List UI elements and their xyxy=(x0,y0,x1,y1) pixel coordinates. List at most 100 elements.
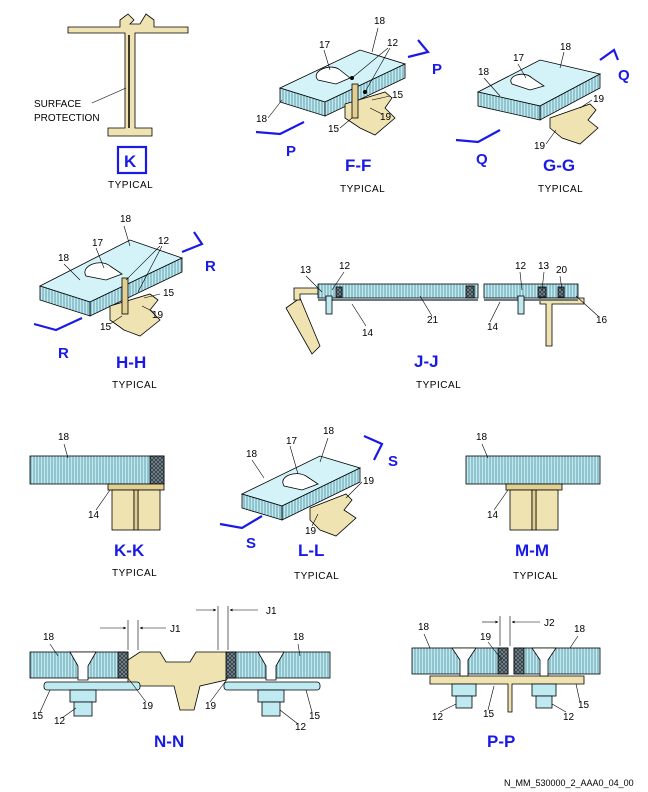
nn-dim-j1-right: J1 xyxy=(266,606,277,617)
ff-arrow-bottom xyxy=(255,121,305,136)
ff-arrow-label-bottom: P xyxy=(286,143,296,160)
hh-arrow-label-bottom: R xyxy=(58,345,69,362)
gg-arrow-top xyxy=(599,48,620,61)
ll-arrow-bottom xyxy=(219,515,263,530)
view-k: SURFACE PROTECTION K TYPICAL xyxy=(34,13,189,191)
pp-panel-right xyxy=(513,647,601,675)
ll-callout-19b: 19 xyxy=(305,526,317,537)
pp-callout-12a: 12 xyxy=(432,712,444,723)
view-ll: 18 17 18 19 19 S S L-L TYPICAL xyxy=(219,426,398,582)
ll-arrow-label-top: S xyxy=(388,453,398,470)
gg-beam xyxy=(549,103,599,145)
hh-callout-18a: 18 xyxy=(120,214,132,225)
k-label-box xyxy=(116,145,148,175)
gg-callout-18a: 18 xyxy=(560,42,572,53)
view-ff: 18 17 12 15 19 15 18 P P F-F TYPICAL xyxy=(255,16,442,195)
jj-panel-right xyxy=(483,283,585,347)
jj-callout-14b: 14 xyxy=(487,322,499,333)
jj-callout-16: 16 xyxy=(596,315,608,326)
view-nn: J1 J1 18 18 15 12 19 19 12 15 N-N xyxy=(29,606,331,751)
hh-arrow-label-top: R xyxy=(205,258,216,275)
gg-arrow-label-top: Q xyxy=(618,67,630,84)
jj-fasteners xyxy=(325,295,525,315)
ll-typical: TYPICAL xyxy=(294,571,339,582)
ll-arrow-label-bottom: S xyxy=(246,535,256,552)
hh-callout-18b: 18 xyxy=(58,253,70,264)
hh-panel xyxy=(38,239,184,317)
ff-arrow-label-top: P xyxy=(432,61,442,78)
jj-left-beam xyxy=(285,287,321,355)
hh-callout-15a: 15 xyxy=(163,288,175,299)
ff-callout-12: 12 xyxy=(387,38,399,49)
gg-callout-19b: 19 xyxy=(534,141,546,152)
jj-callout-21: 21 xyxy=(427,315,439,326)
view-kk: 18 14 K-K TYPICAL xyxy=(29,432,165,579)
k-beam-profile xyxy=(67,13,189,137)
pp-callout-18b: 18 xyxy=(574,624,586,635)
hh-arrow-top xyxy=(181,231,204,254)
pp-callout-15a: 15 xyxy=(483,709,495,720)
ll-callout-18a: 18 xyxy=(323,426,335,437)
gg-panel xyxy=(476,59,602,121)
jj-callout-12a: 12 xyxy=(339,261,351,272)
kk-label: K-K xyxy=(114,541,145,560)
gg-callout-18b: 18 xyxy=(478,67,490,78)
jj-callout-20: 20 xyxy=(556,265,568,276)
ll-panel xyxy=(240,455,362,521)
k-typical: TYPICAL xyxy=(108,180,153,191)
ll-arrow-top xyxy=(363,434,384,461)
hh-callout-12: 12 xyxy=(158,236,170,247)
nn-beam xyxy=(127,651,227,711)
pp-callout-15b: 15 xyxy=(578,700,590,711)
ll-callout-19a: 19 xyxy=(363,476,375,487)
hh-label: H-H xyxy=(116,353,146,372)
mm-label: M-M xyxy=(515,541,549,560)
mm-callout-18: 18 xyxy=(476,432,488,443)
pp-fastener-left xyxy=(451,647,477,709)
k-note-line1: SURFACE xyxy=(34,99,82,110)
mm-typical: TYPICAL xyxy=(513,571,558,582)
view-pp: J2 18 19 18 12 15 12 15 P-P xyxy=(411,616,601,751)
jj-typical: TYPICAL xyxy=(416,380,461,391)
nn-fastener-left xyxy=(43,651,141,717)
ll-label: L-L xyxy=(298,541,324,560)
pp-label: P-P xyxy=(487,732,515,751)
nn-callout-19b: 19 xyxy=(205,701,217,712)
ff-typical: TYPICAL xyxy=(340,184,385,195)
ll-callout-18b: 18 xyxy=(246,449,258,460)
ff-callout-19: 19 xyxy=(380,112,392,123)
gg-label: G-G xyxy=(543,156,575,175)
kk-callout-14: 14 xyxy=(88,510,100,521)
pp-fastener-right xyxy=(531,647,557,709)
figure-reference: N_MM_530000_2_AAA0_04_00 xyxy=(504,778,634,788)
mm-callout-14: 14 xyxy=(487,510,499,521)
nn-label: N-N xyxy=(154,732,184,751)
gg-callout-19a: 19 xyxy=(593,94,605,105)
hh-callout-15b: 15 xyxy=(100,322,112,333)
view-jj: 13 12 14 21 12 13 20 14 16 J-J TYPICAL xyxy=(285,261,608,391)
kk-typical: TYPICAL xyxy=(112,568,157,579)
view-hh: 18 17 12 18 15 19 15 R R H-H TYPICAL xyxy=(33,214,216,391)
gg-typical: TYPICAL xyxy=(538,184,583,195)
ff-callout-18a: 18 xyxy=(374,16,386,27)
gg-arrow-bottom xyxy=(455,129,501,144)
jj-callout-14a: 14 xyxy=(362,328,374,339)
nn-callout-18b: 18 xyxy=(293,632,305,643)
k-note-line2: PROTECTION xyxy=(34,113,100,124)
ff-beam xyxy=(344,83,396,136)
k-note-leader xyxy=(91,87,127,104)
pp-callout-12b: 12 xyxy=(563,712,575,723)
pp-callout-18a: 18 xyxy=(418,622,430,633)
ll-callout-17: 17 xyxy=(286,436,298,447)
nn-callout-12b: 12 xyxy=(295,722,307,733)
jj-callout-13a: 13 xyxy=(300,265,312,276)
hh-arrow-bottom xyxy=(33,317,83,332)
mm-beam-flange xyxy=(505,483,563,491)
nn-callout-15b: 15 xyxy=(309,711,321,722)
kk-panel xyxy=(29,455,165,485)
jj-label: J-J xyxy=(414,352,439,371)
gg-arrow-label-bottom: Q xyxy=(476,151,488,168)
pp-dim-j2: J2 xyxy=(544,618,555,629)
kk-beam-flange xyxy=(107,483,165,491)
